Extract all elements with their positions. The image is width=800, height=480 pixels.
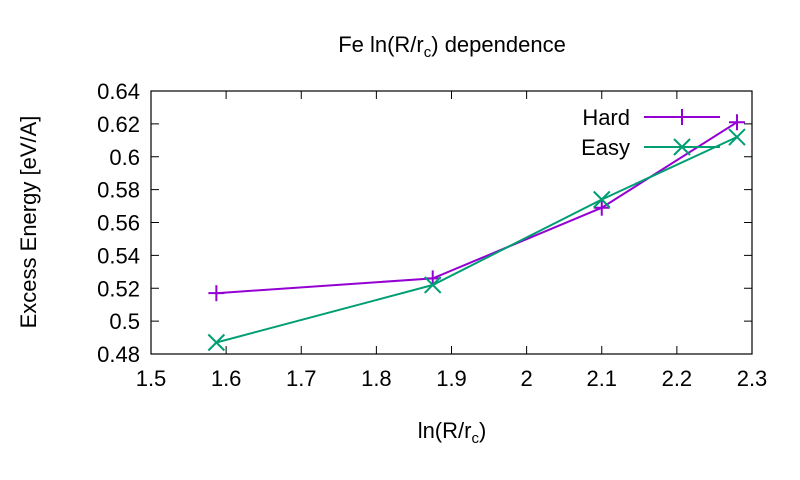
- y-tick-label: 0.6: [109, 145, 140, 170]
- data-point-easy: [593, 190, 611, 209]
- y-axis-label: Excess Energy [eV/A]: [16, 116, 41, 329]
- y-tick-label: 0.52: [97, 276, 140, 301]
- plot-frame: [150, 90, 753, 355]
- chart-title: Fe ln(R/rc) dependence: [338, 32, 566, 61]
- x-axis: 1.5 1.6 1.7 1.8 1.9 2 2.1 2.2 2.3: [136, 91, 768, 391]
- legend-marker-easy: [673, 138, 691, 156]
- data-point-hard: [208, 285, 225, 302]
- data-point-easy: [728, 128, 746, 146]
- x-tick-label: 1.9: [436, 366, 467, 391]
- x-tick-label: 2.3: [737, 366, 768, 391]
- data-point-easy: [207, 333, 226, 352]
- x-tick-label: 1.7: [286, 366, 317, 391]
- x-tick-label: 1.6: [211, 366, 242, 391]
- x-axis-label: ln(R/rc): [418, 418, 487, 447]
- data-point-hard: [593, 199, 610, 216]
- y-tick-label: 0.56: [97, 211, 140, 236]
- x-tick-label: 1.5: [136, 366, 167, 391]
- series-line-easy: [216, 136, 738, 344]
- y-tick-label: 0.58: [97, 178, 140, 203]
- y-tick-label: 0.64: [97, 79, 140, 104]
- series-layer: [207, 114, 746, 352]
- x-tick-label: 2.1: [586, 366, 617, 391]
- data-point-easy: [424, 276, 442, 294]
- legend: Hard Easy: [581, 105, 720, 160]
- legend-label-hard: Hard: [582, 105, 630, 130]
- legend-marker-hard: [674, 109, 690, 125]
- x-tick-label: 1.8: [361, 366, 392, 391]
- legend-label-easy: Easy: [581, 135, 630, 160]
- y-tick-label: 0.5: [109, 309, 140, 334]
- y-tick-label: 0.48: [97, 342, 140, 367]
- y-tick-label: 0.54: [97, 243, 140, 268]
- data-point-hard: [728, 114, 745, 131]
- y-tick-label: 0.62: [97, 112, 140, 137]
- x-tick-label: 2.2: [662, 366, 693, 391]
- x-tick-label: 2: [521, 366, 533, 391]
- y-axis: 0.48 0.5 0.52 0.54 0.56 0.58 0.6 0.62 0.64: [97, 79, 752, 367]
